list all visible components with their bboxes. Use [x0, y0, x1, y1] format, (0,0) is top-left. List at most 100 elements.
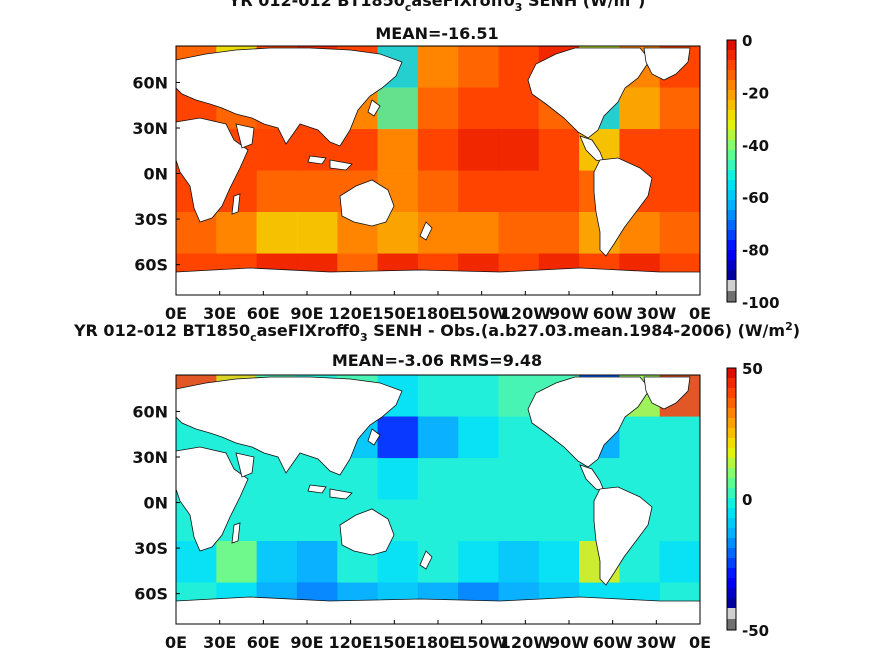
field-cell	[256, 170, 298, 213]
field-cell	[659, 87, 700, 130]
x-tick-label: 60E	[247, 633, 280, 652]
colorbar-tick-label: 0	[742, 491, 752, 509]
x-tick-label: 0E	[165, 633, 187, 652]
bottom-map	[176, 375, 700, 624]
field-cell	[538, 170, 580, 213]
top-colorbar: 0 -20 -40 -60 -80 -100	[726, 32, 780, 312]
field-cell	[619, 87, 661, 130]
field-cell	[256, 212, 298, 254]
colorbar-segment	[727, 270, 736, 281]
colorbar-segment	[727, 200, 736, 211]
field-cell	[458, 499, 499, 542]
field-cell	[216, 541, 258, 583]
bottom-title: YR 012-012 BT1850caseFIXroff03 SENH - Ob…	[73, 320, 800, 344]
colorbar-segment	[727, 60, 736, 71]
colorbar-segment	[727, 378, 736, 389]
colorbar-segment	[727, 160, 736, 171]
field-cell	[296, 499, 338, 542]
colorbar-segment	[727, 619, 736, 630]
colorbar-segment	[727, 608, 736, 619]
x-tick-label: 120E	[329, 304, 373, 323]
colorbar-segment	[727, 388, 736, 399]
top-subtitle: MEAN=-16.51	[375, 24, 498, 43]
colorbar-tick-label: -50	[742, 622, 769, 640]
field-cell	[458, 541, 499, 583]
top-title-part-5: SENH (W/m	[522, 0, 630, 10]
field-cell	[296, 212, 338, 254]
colorbar-segment	[727, 488, 736, 499]
top-title-part-1: YR 012-012 BT1850	[228, 0, 405, 10]
y-tick-label: 0N	[143, 494, 168, 513]
colorbar-segment	[727, 70, 736, 81]
colorbar-segment	[727, 448, 736, 459]
bottom-title-part-3: aseFIXroff0	[257, 321, 360, 340]
y-tick-label: 60S	[134, 585, 168, 604]
field-cell	[458, 458, 499, 500]
y-tick-label: 60S	[134, 256, 168, 275]
colorbar-segment	[727, 170, 736, 181]
bottom-title-part-7: )	[793, 321, 800, 340]
colorbar-segment	[727, 110, 736, 121]
x-tick-label: 150W	[456, 633, 507, 652]
colorbar-segment	[727, 180, 736, 191]
field-cell	[458, 170, 499, 213]
colorbar-segment	[727, 498, 736, 509]
field-cell	[417, 416, 459, 459]
x-tick-label: 60W	[593, 304, 633, 323]
top-title-part-7: )	[638, 0, 645, 10]
colorbar-segment	[727, 80, 736, 91]
colorbar-segment	[727, 260, 736, 271]
field-cell	[498, 499, 540, 542]
top-title-part-6: 2	[630, 0, 638, 3]
bottom-y-ticks: 60N 30N 0N 30S 60S	[132, 402, 180, 604]
colorbar-segment	[727, 250, 736, 261]
x-tick-label: 150E	[372, 633, 416, 652]
field-cell	[659, 541, 700, 583]
field-cell	[659, 212, 700, 254]
top-title-part-2: c	[405, 1, 412, 14]
colorbar-segment	[727, 368, 736, 379]
field-cell	[498, 541, 540, 583]
bottom-colorbar: 50 0 -50	[726, 360, 769, 640]
field-cell	[458, 416, 499, 459]
colorbar-segment	[727, 438, 736, 449]
x-tick-label: 120W	[500, 633, 551, 652]
field-cell	[659, 499, 700, 542]
field-cell	[538, 212, 580, 254]
colorbar-segment	[727, 40, 736, 51]
x-tick-label: 60E	[247, 304, 280, 323]
colorbar-segment	[727, 468, 736, 479]
bottom-panel: YR 012-012 BT1850caseFIXroff03 SENH - Ob…	[73, 320, 800, 652]
colorbar-segment	[727, 458, 736, 469]
x-tick-label: 30W	[636, 633, 676, 652]
field-cell	[498, 170, 540, 213]
colorbar-tick-label: -20	[742, 84, 769, 102]
colorbar-segment	[727, 210, 736, 221]
y-tick-label: 30S	[134, 210, 168, 229]
field-cell	[458, 212, 499, 254]
bottom-title-part-2: c	[250, 331, 257, 344]
y-tick-label: 30S	[134, 539, 168, 558]
field-cell	[538, 541, 580, 583]
x-tick-label: 150E	[372, 304, 416, 323]
colorbar-tick-label: -80	[742, 242, 769, 260]
colorbar-segment	[727, 518, 736, 529]
y-tick-label: 30N	[132, 119, 168, 138]
field-cell	[417, 87, 459, 130]
colorbar-segment	[727, 50, 736, 61]
field-cell	[417, 499, 459, 542]
bottom-title-part-4: 3	[360, 331, 368, 344]
colorbar-segment	[727, 240, 736, 251]
colorbar-segment	[727, 428, 736, 439]
colorbar-segment	[727, 538, 736, 549]
y-tick-label: 30N	[132, 448, 168, 467]
top-title: YR 012-012 BT1850caseFIXroff03 SENH (W/m…	[228, 0, 646, 14]
field-cell	[296, 170, 338, 213]
colorbar-segment	[727, 130, 736, 141]
colorbar-tick-label: 0	[742, 32, 752, 50]
colorbar-segment	[727, 190, 736, 201]
colorbar-segment	[727, 478, 736, 489]
x-tick-label: 90E	[290, 633, 323, 652]
colorbar-segment	[727, 558, 736, 569]
colorbar-segment	[727, 291, 736, 302]
